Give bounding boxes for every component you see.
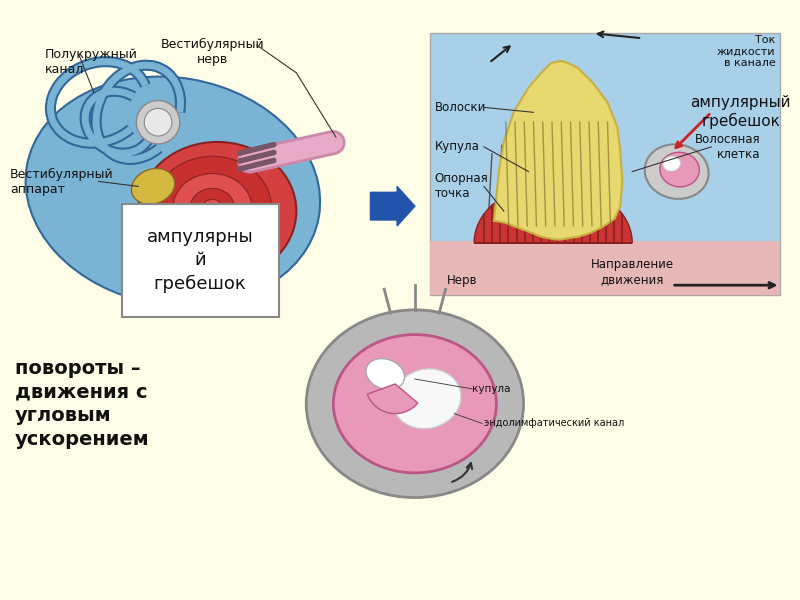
Text: Опорная
точка: Опорная точка — [434, 172, 488, 200]
Ellipse shape — [306, 310, 523, 497]
Text: эндолимфатический канал: эндолимфатический канал — [484, 418, 624, 428]
Ellipse shape — [190, 188, 234, 228]
Circle shape — [144, 109, 172, 136]
Polygon shape — [494, 61, 622, 240]
Text: ампулярный
гребешок: ампулярный гребешок — [690, 95, 791, 129]
Ellipse shape — [138, 142, 296, 280]
Text: Полукружный
канал: Полукружный канал — [45, 48, 138, 76]
Text: Волоски: Волоски — [434, 101, 486, 114]
Text: Вестибулярный
aппарат: Вестибулярный aппарат — [10, 167, 114, 196]
Ellipse shape — [153, 156, 272, 260]
Ellipse shape — [393, 369, 461, 429]
Ellipse shape — [173, 173, 252, 243]
Text: Купула: Купула — [434, 140, 479, 154]
Text: Волосяная
клетка: Волосяная клетка — [695, 133, 761, 161]
FancyArrowPatch shape — [250, 143, 333, 161]
Text: Ток
жидкости
в канале: Ток жидкости в канале — [717, 35, 775, 68]
Ellipse shape — [131, 169, 175, 205]
FancyArrowPatch shape — [240, 160, 274, 169]
Ellipse shape — [663, 156, 681, 171]
Text: купула: купула — [472, 384, 510, 394]
Text: Вестибулярный
нерв: Вестибулярный нерв — [161, 38, 264, 67]
Ellipse shape — [366, 359, 405, 389]
Ellipse shape — [660, 152, 699, 187]
Circle shape — [136, 100, 180, 144]
Ellipse shape — [26, 77, 320, 306]
FancyBboxPatch shape — [122, 204, 278, 317]
Ellipse shape — [334, 335, 496, 473]
Ellipse shape — [645, 144, 709, 199]
Ellipse shape — [202, 199, 222, 217]
FancyArrowPatch shape — [250, 143, 333, 161]
FancyArrowPatch shape — [240, 145, 274, 153]
Polygon shape — [474, 184, 632, 243]
Bar — [430, 33, 780, 295]
Bar — [430, 241, 780, 295]
Text: Направление
движения: Направление движения — [590, 258, 674, 286]
FancyArrow shape — [370, 187, 415, 226]
Text: повороты –
движения с
угловым
ускорением: повороты – движения с угловым ускорением — [15, 359, 150, 449]
FancyArrowPatch shape — [240, 152, 274, 161]
Text: Нерв: Нерв — [446, 274, 477, 287]
Wedge shape — [367, 384, 418, 413]
Text: ампулярны
й
гребешок: ампулярны й гребешок — [146, 228, 254, 293]
